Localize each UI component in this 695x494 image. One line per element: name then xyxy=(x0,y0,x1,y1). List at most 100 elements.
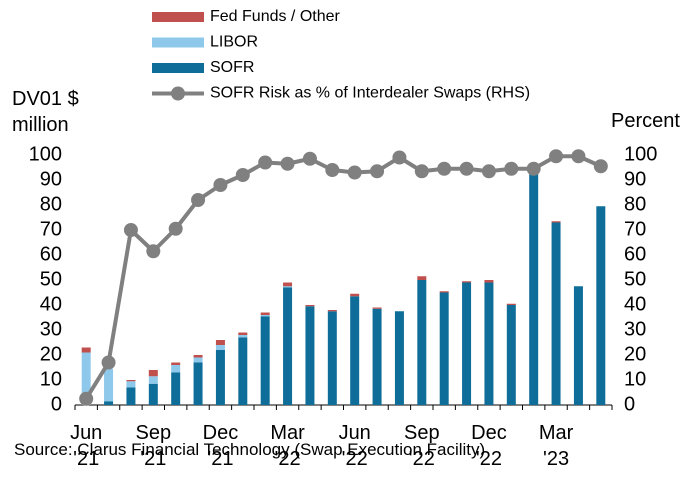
y-tick-label: 60 xyxy=(40,243,62,265)
line-series xyxy=(84,154,602,400)
legend-swatch xyxy=(152,63,204,73)
bar-segment xyxy=(215,345,225,350)
bar-segment xyxy=(238,337,248,405)
y2-tick-label: 70 xyxy=(624,218,646,240)
line-point xyxy=(101,355,116,370)
y-tick-label: 50 xyxy=(40,268,62,290)
bar-segment xyxy=(104,368,114,402)
line-point xyxy=(459,161,474,176)
y2-tick-label: 20 xyxy=(624,343,646,365)
bar-segment xyxy=(439,291,449,293)
y-tick-label: 0 xyxy=(51,393,62,415)
bar-segment xyxy=(529,171,539,405)
y2-tick-label: 50 xyxy=(624,268,646,290)
y2-axis-label: Percent xyxy=(611,110,680,132)
line-point xyxy=(123,223,138,237)
bar-segment xyxy=(484,280,494,283)
line-point xyxy=(280,156,295,171)
bar-segment xyxy=(171,372,181,405)
line-point xyxy=(191,193,206,207)
bar-segment xyxy=(327,311,337,405)
y-tick-label: 70 xyxy=(40,218,62,240)
y2-tick-label: 80 xyxy=(624,193,646,215)
bar-segment xyxy=(462,281,472,283)
legend-label: SOFR Risk as % of Interdealer Swaps (RHS… xyxy=(210,85,530,102)
bar-segment xyxy=(394,311,404,405)
y-tick-label: 100 xyxy=(29,143,62,165)
y-tick-label: 30 xyxy=(40,318,62,340)
bar-segment xyxy=(171,365,181,373)
bar-segment xyxy=(506,305,516,405)
legend-swatch xyxy=(152,37,204,48)
x-tick-label: Mar '23 xyxy=(538,422,574,470)
bar-segment xyxy=(81,347,91,353)
y2-tick-label: 100 xyxy=(624,143,657,165)
x-tick-label: Dec '22 xyxy=(471,422,507,470)
line-point xyxy=(414,164,429,179)
bar-segment xyxy=(484,282,494,405)
line-point xyxy=(481,164,496,179)
line-point xyxy=(146,244,161,259)
y-axis-label: DV01 $ million xyxy=(12,88,79,136)
line-point xyxy=(258,155,273,170)
bar-segment xyxy=(215,350,225,405)
bar-segment xyxy=(350,296,360,405)
bar-segment xyxy=(283,282,293,287)
y2-tick-label: 30 xyxy=(624,318,646,340)
bar-segment xyxy=(193,355,203,358)
bar-segment xyxy=(305,305,315,307)
bar-segment xyxy=(283,286,293,288)
bar-segment xyxy=(596,206,606,405)
bar-segment xyxy=(417,276,427,280)
legend-label: SOFR xyxy=(210,59,254,76)
x-tick-label: Jun '21 xyxy=(70,422,103,470)
bar-segment xyxy=(573,286,583,405)
bar-segment xyxy=(104,401,114,405)
y-tick-label: 10 xyxy=(40,368,62,390)
bar-segment xyxy=(126,387,136,405)
y-tick-label: 20 xyxy=(40,343,62,365)
bar-segment xyxy=(551,221,561,223)
y-tick-label: 90 xyxy=(40,168,62,190)
x-tick-label: Mar '22 xyxy=(270,422,305,470)
bar-segment xyxy=(238,332,248,335)
bar-segment xyxy=(260,312,270,315)
x-tick-label: Jun '22 xyxy=(338,422,371,470)
bar-segment xyxy=(506,303,516,305)
y2-tick-label: 60 xyxy=(624,243,646,265)
bar-segment xyxy=(283,287,293,405)
line-point xyxy=(504,161,519,176)
bar-segment xyxy=(215,340,225,345)
line-point xyxy=(593,159,608,174)
y-tick-label: 80 xyxy=(40,193,62,215)
bar-segment xyxy=(327,310,337,312)
bar-segment xyxy=(126,381,136,388)
bar-segment xyxy=(462,282,472,405)
bar-segment xyxy=(171,362,181,365)
line-point xyxy=(392,150,407,165)
line-point xyxy=(370,164,385,179)
line-point xyxy=(168,221,183,236)
line-point xyxy=(235,168,250,182)
bar-segment xyxy=(193,362,203,405)
bar-segment xyxy=(439,292,449,405)
bar-segment xyxy=(148,383,158,405)
x-tick-label: Dec '21 xyxy=(202,422,239,470)
line-point xyxy=(347,165,362,180)
legend-label: LIBOR xyxy=(210,34,258,51)
bar-segment xyxy=(238,335,248,338)
bar-segment xyxy=(126,380,136,382)
bar-segment xyxy=(305,306,315,405)
bar-segment xyxy=(350,293,360,297)
line-point xyxy=(325,163,340,177)
y-tick-label: 40 xyxy=(40,293,62,315)
bar-segment xyxy=(148,376,158,384)
legend-label: Fed Funds / Other xyxy=(210,8,341,25)
y2-tick-label: 90 xyxy=(624,168,646,190)
bar-segment xyxy=(372,307,382,309)
bar-segment xyxy=(148,370,158,377)
line-point xyxy=(79,391,94,406)
bar-segment xyxy=(417,280,427,405)
